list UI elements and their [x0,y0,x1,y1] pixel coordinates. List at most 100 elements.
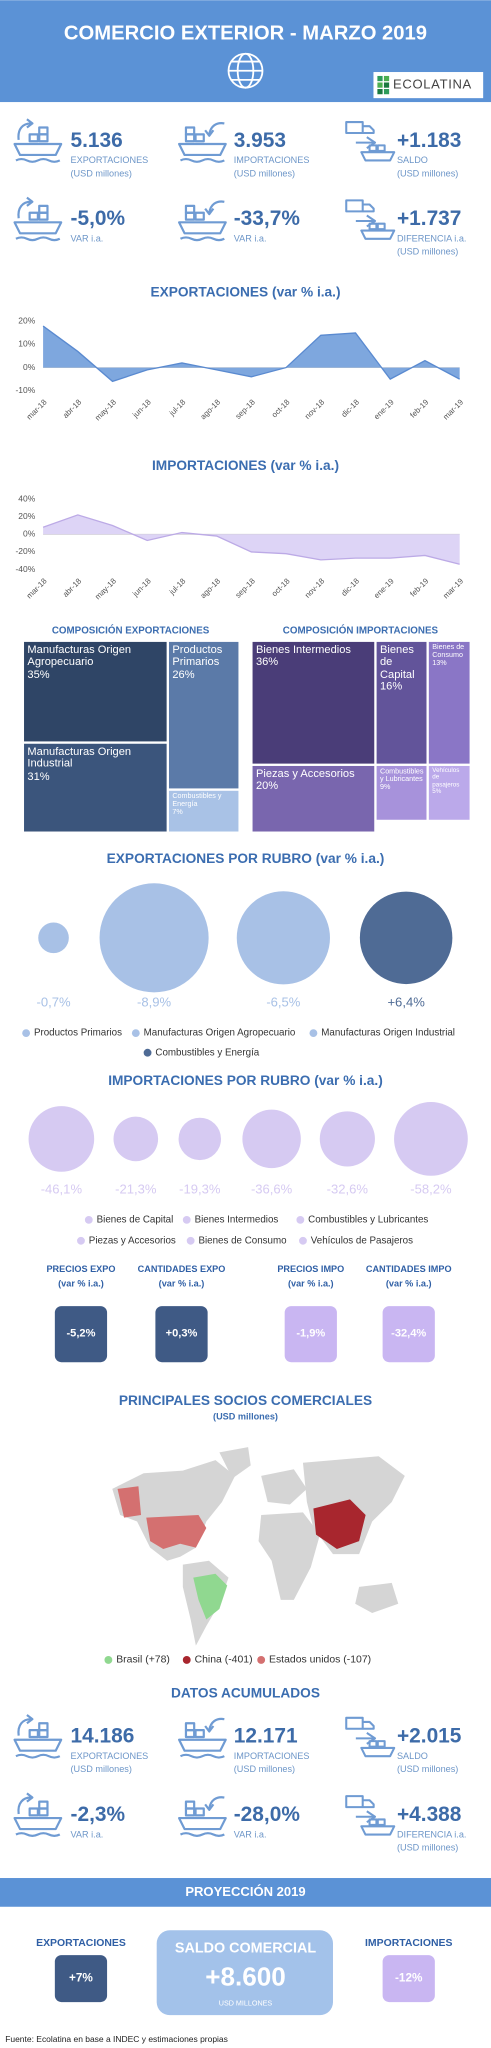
box [54,1306,108,1363]
kpi-unit: (USD millones) [234,1764,295,1774]
kpi-value: +1.737 [397,207,461,230]
treemap-label-text: Combustibles y Lubricantes 9% [376,765,427,794]
treemap-value: 20% [255,778,279,793]
chart-title: COMPOSICIÓN IMPORTACIONES [283,625,439,637]
x-tick-label: jun-18 [130,576,153,599]
treemap-cell [251,764,376,833]
kpi-icon [177,1796,227,1838]
legend-label: Estados unidos (-107) [269,1655,371,1666]
projection-band [0,1878,491,1907]
legend-swatch [182,1215,191,1224]
bubble [99,883,209,993]
kpi-label: VAR i.a. [71,1829,104,1839]
kpi-value: 14.186 [71,1725,135,1748]
kpi-label: VAR i.a. [234,234,267,244]
kpi-label: EXPORTACIONES [71,1751,149,1761]
treemap-category: Bienes de Consumo [432,643,465,660]
treemap-cell [22,742,168,833]
treemap-category: Combustibles y Energía [172,792,222,809]
treemap-cell [375,640,428,765]
kpi-value: 12.171 [234,1725,298,1748]
x-tick-label: mar-19 [441,577,465,601]
value-label: -21,3% [115,1181,157,1196]
kpi-label: DIFERENCIA i.a. [397,1829,466,1839]
treemap-category: Piezas y Accesorios [255,766,355,780]
y-tick-label: -20% [15,546,35,556]
treemap-cell [251,640,376,765]
x-tick-label: may-18 [93,576,118,601]
treemap-label-text: Bienes de Consumo 13% [428,641,470,670]
value-label: -19,3% [179,1181,221,1196]
projection-value: -12% [395,1972,423,1985]
treemap-label-text: Bienes Intermedios 36% [252,641,375,671]
legend-swatch [309,1029,318,1038]
value-label: -58,2% [410,1181,452,1196]
legend-label: Bienes Intermedios [195,1214,279,1225]
kpi-label: IMPORTACIONES [234,155,310,165]
logo-text: ECOLATINA [393,77,472,92]
kpi-unit: (USD millones) [397,247,458,257]
x-tick-label: nov-18 [303,397,327,421]
balance-unit: USD MILLONES [219,1999,273,2007]
kpi-value: -5,0% [71,207,126,230]
legend-label: China (-401) [195,1655,253,1666]
legend-swatch [257,1656,266,1664]
kpi-unit: (USD millones) [397,1764,458,1774]
globe-icon [227,52,264,89]
kpi-label: SALDO [397,155,428,165]
x-tick-label: dic-18 [340,576,362,598]
projection-label: EXPORTACIONES [36,1938,126,1949]
legend-label: Bienes de Capital [97,1214,174,1225]
kpi-unit: (USD millones) [397,1842,458,1852]
legend-swatch [104,1656,113,1664]
x-tick-label: ene-19 [372,577,396,601]
x-tick-label: abr-18 [61,576,84,599]
x-tick-label: ene-19 [372,398,396,422]
treemap-category: Productos Primarios [172,642,223,668]
kpi-unit: (USD millones) [397,168,458,178]
treemap-value: 9% [380,783,391,792]
bubble [242,1109,301,1169]
x-tick-label: mar-18 [25,576,49,600]
box-subtitle: (var % i.a.) [386,1278,432,1288]
y-tick-label: 40% [18,493,35,503]
x-tick-label: jul-18 [167,576,188,597]
treemap-category: Manufacturas Origen Industrial [27,744,132,770]
treemap-value: 26% [172,667,195,681]
treemap-category: Vehículos de pasajeros [432,768,460,789]
legend-label: Vehículos de Pasajeros [311,1235,413,1246]
box-title: CANTIDADES EXPO [138,1264,226,1274]
legend-swatch [296,1215,305,1224]
x-tick-label: jun-18 [130,397,153,420]
area-line [42,325,460,383]
x-tick-label: sep-18 [234,397,258,421]
x-tick-label: nov-18 [303,576,327,600]
bubble [236,891,330,985]
section-title: PRINCIPALES SOCIOS COMERCIALES [119,1393,372,1408]
value-label: -32,6% [327,1181,369,1196]
y-tick-label: 20% [18,511,35,521]
kpi-icon [13,118,63,163]
y-tick-label: -10% [15,385,35,395]
legend-label: Combustibles y Lubricantes [308,1214,428,1225]
kpi-icon [13,196,63,242]
x-tick-label: dic-18 [340,397,362,419]
balance-box [156,1930,333,2016]
kpi-unit: (USD millones) [234,168,295,178]
x-tick-label: ago-18 [199,576,223,600]
legend-label: Manufacturas Origen Agropecuario [144,1028,296,1039]
box-value: +0,3% [166,1327,198,1339]
kpi-icon [177,1717,227,1759]
treemap-value: 31% [27,768,50,783]
treemap-category: Bienes de Capital [380,642,415,681]
bubble [113,1116,159,1162]
box-title: CANTIDADES IMPO [366,1264,452,1274]
world-map [112,1447,405,1646]
treemap-label-text: Manufacturas Origen Agropecuario 35% [24,641,168,683]
x-tick-label: mar-18 [25,397,49,421]
bubble [178,1117,222,1161]
